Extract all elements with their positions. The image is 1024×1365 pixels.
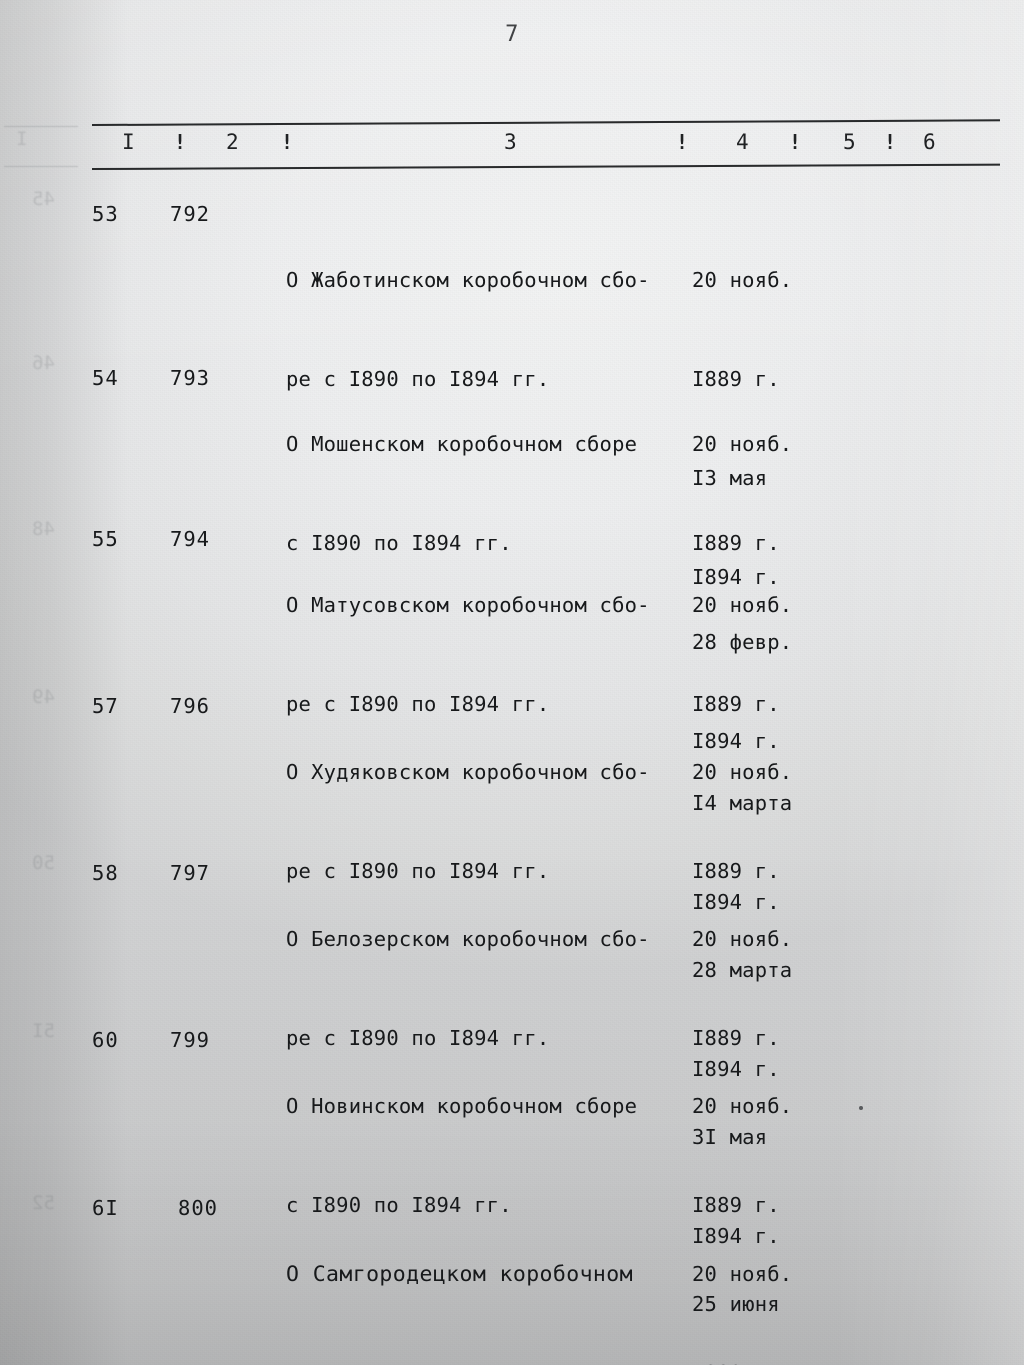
row-dates: 20 нояб. I889 г. 3I мая I894 г. <box>692 857 902 1319</box>
row-number: 57 <box>92 694 119 718</box>
description-line: О Худяковском коробочном сбо- <box>286 760 650 784</box>
column-separator-4: ! <box>789 130 802 154</box>
row-inventory-number: 796 <box>170 694 211 718</box>
description-line: ре с I890 по I894 гг. <box>286 692 550 716</box>
date-line: I3 мая <box>692 466 768 490</box>
date-line: 20 нояб. <box>692 593 793 617</box>
row-inventory-number: 800 <box>178 1196 219 1220</box>
date-line: 20 нояб. <box>692 1094 793 1118</box>
row-description: О Новинском коробочном сборе с I890 по I… <box>286 1024 698 1288</box>
description-line: с I890 по I894 гг. <box>286 1193 512 1217</box>
date-line: 20 нояб. <box>692 760 793 784</box>
row-inventory-number: 794 <box>170 527 211 551</box>
column-separator-5: ! <box>884 130 897 154</box>
column-separator-2: ! <box>281 130 294 154</box>
description-line: О Матусовском коробочном сбо- <box>286 593 650 617</box>
date-line: I894 г. <box>692 1224 780 1248</box>
description-line: О Белозерском коробочном сбо- <box>286 927 650 951</box>
dust-speck <box>859 1106 863 1110</box>
description-line: ре с I890 по I894 гг. <box>286 859 550 883</box>
description-line: О Мошенском коробочном сборе <box>286 432 638 456</box>
date-line: 25 июня <box>692 1292 780 1316</box>
date-line: I889 г. <box>692 367 780 391</box>
row-number: 53 <box>92 202 119 226</box>
description-line: ре с I890 по I894 гг. <box>286 1026 550 1050</box>
row-inventory-number: 793 <box>170 366 211 390</box>
column-header-6: 6 <box>923 130 936 154</box>
date-line: I894 г. <box>692 890 780 914</box>
description-line: ре с I890 по I894 гг. <box>286 367 550 391</box>
column-separator-3: ! <box>676 130 689 154</box>
date-line: 3I мая <box>692 1125 768 1149</box>
row-description: О Матусовском коробочном сбо- ре с I890 … <box>286 523 698 787</box>
date-line: 20 нояб. <box>692 432 793 456</box>
row-number: 58 <box>92 861 119 885</box>
row-dates: 20 нояб. I889 г. 28 марта I894 г. <box>692 690 902 1152</box>
date-line: I894 г. <box>692 565 780 589</box>
description-line: О Новинском коробочном сборе <box>286 1094 638 1118</box>
column-header-2: 2 <box>226 130 239 154</box>
paper-gutter-shadow <box>0 0 128 1365</box>
row-dates: 20 нояб. I889 г. I4 марта I894 г. <box>692 523 902 985</box>
date-line: 20 нояб. <box>692 1262 793 1286</box>
date-line: I889 г. <box>692 1193 780 1217</box>
row-description: О Белозерском коробочном сбо- ре с I890 … <box>286 857 698 1121</box>
row-inventory-number: 799 <box>170 1028 211 1052</box>
date-line: I894 г. <box>692 729 780 753</box>
row-dates: 20 нояб. I889 г. I3 мая I894 г. <box>692 198 902 660</box>
row-number: 60 <box>92 1028 119 1052</box>
date-line: 20 нояб. <box>692 927 793 951</box>
paper-right-highlight <box>834 0 1024 1365</box>
row-number: 6I <box>92 1196 119 1220</box>
row-description: О Мошенском коробочном сборе с I890 по I… <box>286 362 698 626</box>
description-line: О Самгородецком коробочном <box>286 1262 633 1287</box>
date-line: I889 г. <box>692 859 780 883</box>
date-line: I894 г. <box>692 1057 780 1081</box>
date-line: 28 марта <box>692 958 793 982</box>
column-header-5: 5 <box>843 130 856 154</box>
row-description: О Самгородецком коробочном сборе с I890 … <box>286 1192 698 1365</box>
date-line: I4 марта <box>692 791 793 815</box>
row-description: О Худяковском коробочном сбо- ре с I890 … <box>286 690 698 954</box>
row-number: 55 <box>92 527 119 551</box>
row-dates: 20 нояб. I889 г. I4 марта I894 г. <box>692 1192 902 1365</box>
date-line: 20 нояб. <box>692 268 793 292</box>
row-dates: 20 нояб. I889 г. 28 февр. I894 г. <box>692 362 902 824</box>
column-separator-1: ! <box>174 130 187 154</box>
date-line: I889 г. <box>692 1026 780 1050</box>
row-inventory-number: 792 <box>170 202 211 226</box>
date-line: I889 г. <box>692 1357 902 1365</box>
column-header-4: 4 <box>736 130 749 154</box>
date-line: 28 февр. <box>692 630 793 654</box>
row-description: О Жаботинском коробочном сбо- ре с I890 … <box>286 198 698 462</box>
column-header-1: I <box>122 130 135 154</box>
page-number: 7 <box>505 22 519 47</box>
date-line: I889 г. <box>692 692 780 716</box>
row-number: 54 <box>92 366 119 390</box>
date-line: I889 г. <box>692 531 780 555</box>
description-line: с I890 по I894 гг. <box>286 531 512 555</box>
description-line: О Жаботинском коробочном сбо- <box>286 268 650 292</box>
row-dates: 20 нояб. I889 г. 25 июня I894 г. <box>692 1024 902 1365</box>
column-header-3: 3 <box>504 130 517 154</box>
row-inventory-number: 797 <box>170 861 211 885</box>
